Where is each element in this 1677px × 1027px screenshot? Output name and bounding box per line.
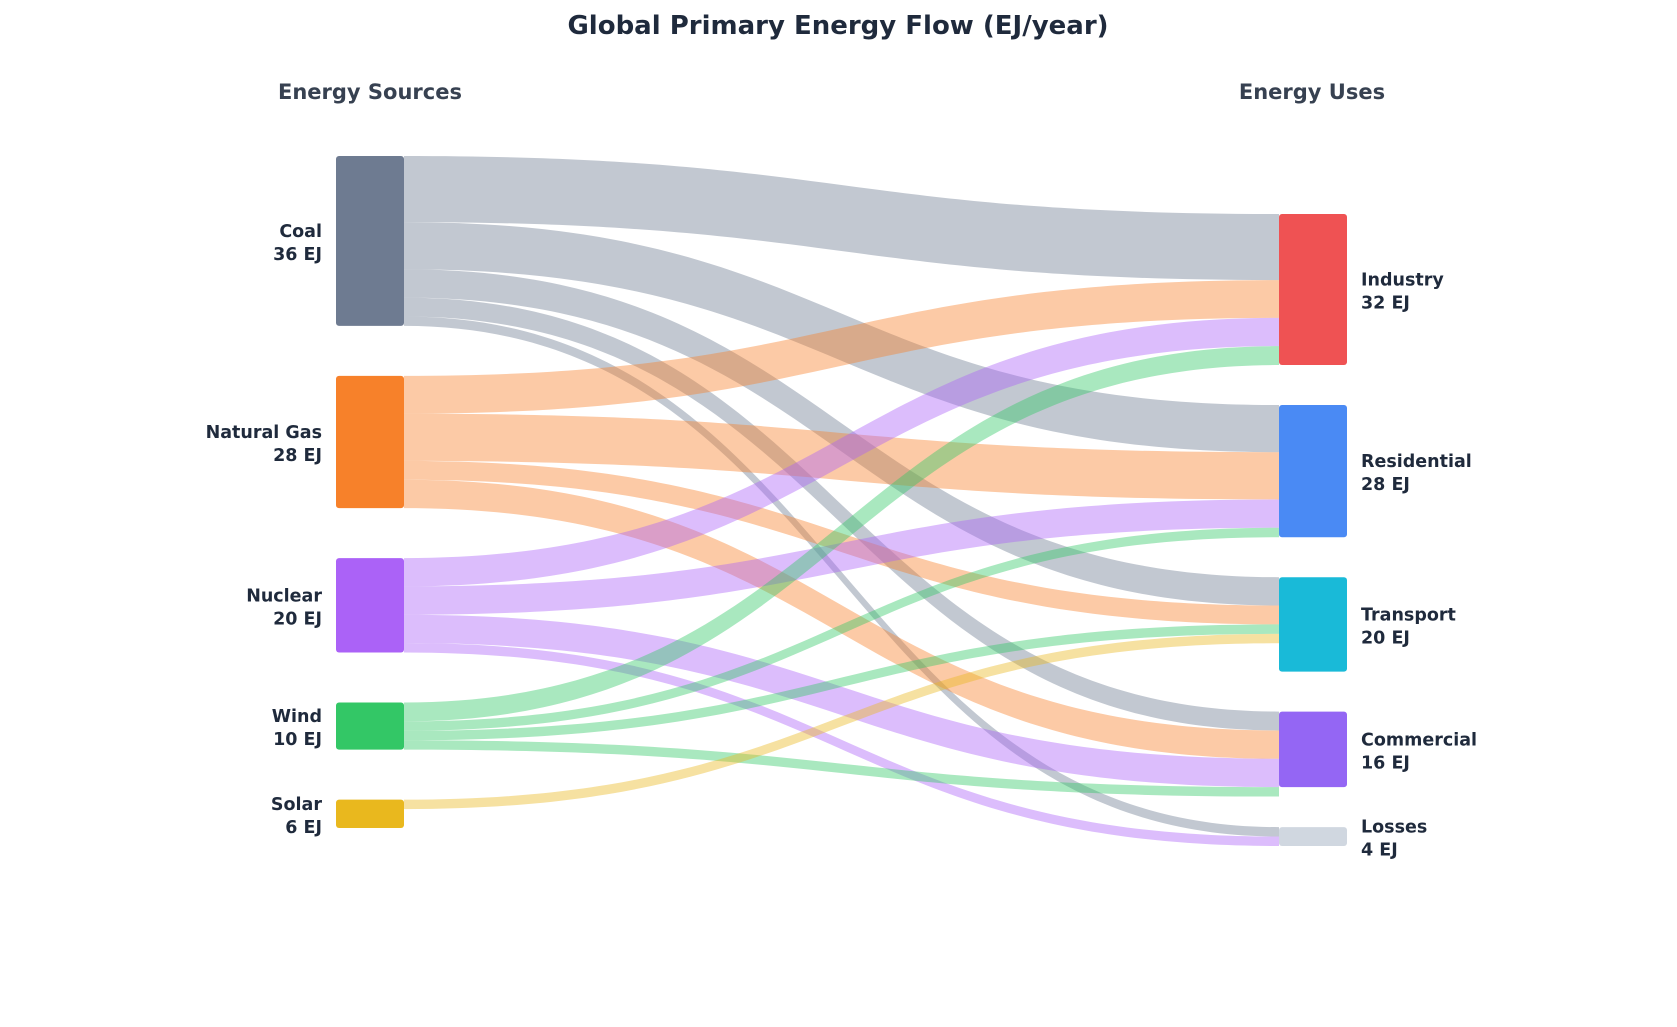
node-value-transport: 20 EJ <box>1361 628 1410 648</box>
node-losses <box>1279 827 1347 846</box>
node-label-solar: Solar <box>271 795 322 815</box>
node-label-industry: Industry <box>1361 271 1444 291</box>
flow-wind-to-transport <box>404 624 1279 741</box>
node-value-residential: 28 EJ <box>1361 475 1410 495</box>
chart-title: Global Primary Energy Flow (EJ/year) <box>567 11 1108 41</box>
node-industry <box>1279 214 1347 366</box>
node-residential <box>1279 405 1347 538</box>
flow-coal-to-transport <box>404 269 1279 606</box>
node-commercial <box>1279 711 1347 788</box>
node-label-nuclear: Nuclear <box>246 586 322 606</box>
node-label-residential: Residential <box>1361 452 1472 472</box>
node-value-losses: 4 EJ <box>1361 841 1398 861</box>
flow-coal-to-losses <box>404 316 1279 837</box>
node-natural-gas <box>336 375 404 509</box>
node-label-wind: Wind <box>272 707 322 727</box>
flow-natural-gas-to-residential <box>404 413 1279 500</box>
node-value-coal: 36 EJ <box>273 245 322 265</box>
node-value-solar: 6 EJ <box>285 818 322 838</box>
node-value-nuclear: 20 EJ <box>273 609 322 629</box>
node-value-commercial: 16 EJ <box>1361 753 1410 773</box>
node-solar <box>336 799 404 828</box>
flow-wind-to-industry <box>404 346 1279 722</box>
flow-nuclear-to-commercial <box>404 614 1279 788</box>
node-value-industry: 32 EJ <box>1361 294 1410 314</box>
node-wind <box>336 702 404 750</box>
flow-wind-to-residential <box>404 527 1279 731</box>
flow-natural-gas-to-industry <box>404 280 1279 414</box>
flow-nuclear-to-losses <box>404 643 1279 846</box>
node-value-natural-gas: 28 EJ <box>273 446 322 466</box>
sources-header: Energy Sources <box>278 80 462 104</box>
node-label-commercial: Commercial <box>1361 730 1477 750</box>
node-label-coal: Coal <box>279 222 322 242</box>
flow-solar-to-transport <box>404 633 1279 810</box>
node-nuclear <box>336 558 404 653</box>
flow-natural-gas-to-transport <box>404 460 1279 625</box>
node-value-wind: 10 EJ <box>273 730 322 750</box>
flow-nuclear-to-residential <box>404 499 1279 615</box>
flow-natural-gas-to-commercial <box>404 479 1279 759</box>
node-coal <box>336 156 404 326</box>
flow-coal-to-commercial <box>404 297 1279 731</box>
node-label-natural-gas: Natural Gas <box>206 423 322 443</box>
node-label-losses: Losses <box>1361 818 1427 838</box>
node-transport <box>1279 577 1347 672</box>
flow-coal-to-residential <box>404 222 1279 453</box>
flow-nuclear-to-industry <box>404 317 1279 587</box>
flow-links <box>404 156 1279 846</box>
nodes: Coal 36 EJ Natural Gas 28 EJ Nuclear 20 EJ Win… <box>206 156 1477 861</box>
flow-wind-to-commercial <box>404 740 1279 797</box>
flow-coal-to-industry <box>404 156 1279 281</box>
uses-header: Energy Uses <box>1239 80 1385 104</box>
node-label-transport: Transport <box>1361 605 1456 625</box>
